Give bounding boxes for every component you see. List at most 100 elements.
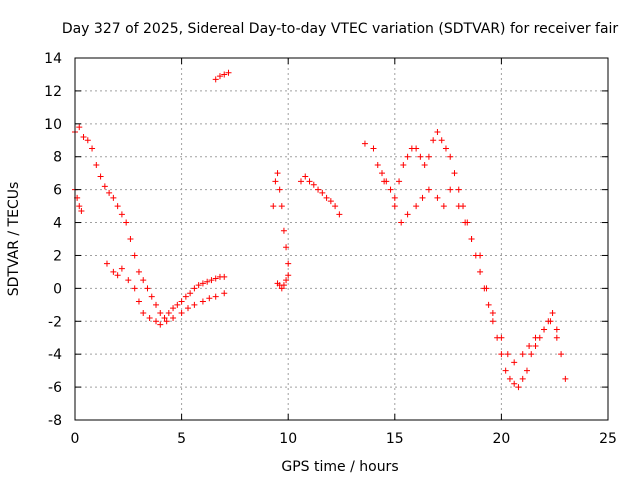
y-tick-label: 10 bbox=[44, 117, 62, 133]
x-tick-label: 15 bbox=[386, 431, 404, 447]
data-point bbox=[553, 334, 560, 341]
data-point bbox=[114, 203, 121, 210]
data-point bbox=[178, 298, 185, 305]
data-point bbox=[438, 137, 445, 144]
data-point bbox=[165, 310, 172, 317]
data-point bbox=[76, 203, 83, 210]
data-point bbox=[400, 161, 407, 168]
data-point bbox=[413, 203, 420, 210]
data-point bbox=[274, 170, 281, 177]
data-point bbox=[419, 194, 426, 201]
data-point bbox=[212, 293, 219, 300]
data-point bbox=[148, 293, 155, 300]
y-tick-label: 14 bbox=[44, 51, 62, 67]
y-axis-label: SDTVAR / TECUs bbox=[6, 182, 22, 297]
x-tick-label: 25 bbox=[599, 431, 617, 447]
data-point bbox=[413, 145, 420, 152]
data-point bbox=[135, 268, 142, 275]
data-point bbox=[404, 211, 411, 218]
data-point bbox=[144, 285, 151, 292]
series-late-isolated bbox=[361, 140, 390, 185]
data-point bbox=[398, 219, 405, 226]
data-point bbox=[302, 173, 309, 180]
data-point bbox=[191, 285, 198, 292]
data-point bbox=[519, 375, 526, 382]
data-point bbox=[485, 301, 492, 308]
data-point bbox=[523, 367, 530, 374]
series-mid-block bbox=[270, 170, 292, 292]
plot-frame bbox=[74, 57, 609, 421]
y-tick-label: -8 bbox=[48, 413, 62, 429]
data-point bbox=[315, 186, 322, 193]
data-point bbox=[84, 137, 91, 144]
data-point bbox=[455, 186, 462, 193]
data-point bbox=[323, 194, 330, 201]
data-point bbox=[532, 334, 539, 341]
x-tick-label: 10 bbox=[279, 431, 297, 447]
data-point bbox=[103, 260, 110, 267]
data-point bbox=[498, 334, 505, 341]
data-point bbox=[477, 268, 484, 275]
data-point bbox=[562, 375, 569, 382]
data-point bbox=[489, 318, 496, 325]
data-point bbox=[306, 178, 313, 185]
data-point bbox=[519, 351, 526, 358]
data-point bbox=[283, 244, 290, 251]
data-point bbox=[178, 310, 185, 317]
data-point bbox=[206, 295, 213, 302]
data-point bbox=[182, 293, 189, 300]
data-point bbox=[447, 186, 454, 193]
data-point bbox=[434, 129, 441, 136]
data-point bbox=[370, 145, 377, 152]
data-point bbox=[274, 280, 281, 287]
data-point bbox=[184, 305, 191, 312]
data-point bbox=[285, 272, 292, 279]
y-tick-label: -4 bbox=[48, 347, 62, 363]
data-point bbox=[170, 314, 177, 321]
data-point bbox=[140, 310, 147, 317]
data-point bbox=[125, 277, 132, 284]
data-point bbox=[396, 178, 403, 185]
y-tick-label: 2 bbox=[53, 248, 62, 264]
axis-ticks: 0 5 10 15 20 25 -8 -6 -4 -2 0 2 4 6 8 10 12 14 bbox=[44, 51, 617, 447]
data-point bbox=[161, 314, 168, 321]
data-point bbox=[195, 282, 202, 289]
data-point bbox=[332, 203, 339, 210]
data-point bbox=[532, 342, 539, 349]
data-point bbox=[511, 359, 518, 366]
x-axis-label: GPS time / hours bbox=[281, 459, 398, 475]
data-point bbox=[140, 277, 147, 284]
data-point bbox=[212, 76, 219, 83]
data-point bbox=[319, 189, 326, 196]
data-point bbox=[425, 153, 432, 160]
data-point bbox=[468, 236, 475, 242]
data-point bbox=[270, 203, 277, 210]
data-point bbox=[451, 170, 458, 177]
data-point bbox=[528, 351, 535, 358]
data-point bbox=[131, 252, 138, 259]
data-points bbox=[72, 69, 569, 391]
data-point bbox=[276, 186, 283, 193]
data-point bbox=[553, 326, 560, 333]
data-point bbox=[327, 198, 334, 205]
data-point bbox=[283, 277, 290, 284]
y-tick-label: 0 bbox=[53, 281, 62, 297]
data-point bbox=[504, 351, 511, 358]
data-point bbox=[280, 227, 287, 234]
data-point bbox=[374, 161, 381, 168]
x-tick-label: 20 bbox=[492, 431, 510, 447]
data-point bbox=[447, 153, 454, 160]
data-point bbox=[440, 203, 447, 210]
data-point bbox=[477, 252, 484, 259]
data-point bbox=[93, 161, 100, 168]
x-tick-label: 5 bbox=[177, 431, 186, 447]
data-point bbox=[199, 298, 206, 305]
data-point bbox=[387, 186, 394, 193]
data-point bbox=[511, 380, 518, 387]
data-point bbox=[135, 298, 142, 305]
data-point bbox=[170, 305, 177, 312]
data-point bbox=[462, 219, 469, 226]
data-point bbox=[118, 211, 125, 218]
data-point bbox=[430, 137, 437, 144]
data-point bbox=[379, 170, 386, 177]
